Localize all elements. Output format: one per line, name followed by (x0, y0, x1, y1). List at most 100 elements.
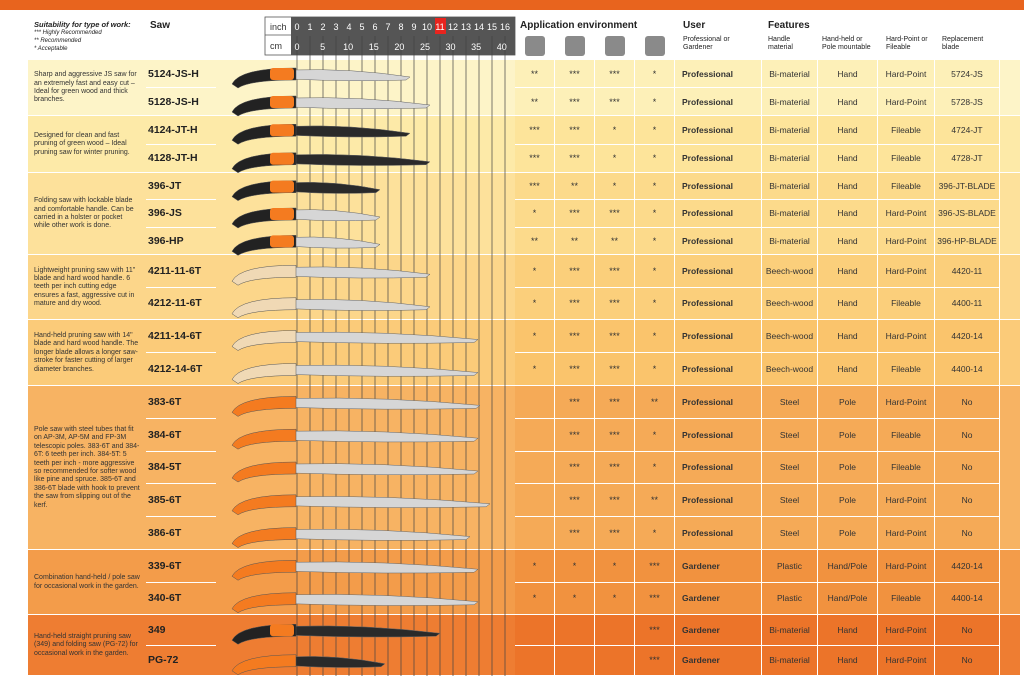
legend-item: ** Recommended (34, 38, 82, 44)
rating: * (515, 353, 555, 386)
user-cell: Professional (675, 88, 762, 116)
rating: * (555, 550, 595, 583)
rating: *** (555, 60, 595, 88)
saw-name: 396-JT (146, 173, 216, 201)
user-cell: Professional (675, 418, 762, 452)
user-cell: Gardener (675, 615, 762, 646)
point-cell: Fileable (878, 287, 935, 320)
user-cell: Professional (675, 116, 762, 145)
blade-cell: 4400-11 (935, 287, 1000, 320)
user-cell: Professional (675, 484, 762, 518)
cm-tick: 5 (320, 42, 325, 52)
saw-handle (231, 396, 297, 417)
handle-cell: Bi-material (762, 144, 818, 173)
handle-cell: Steel (762, 517, 818, 550)
top-bar (0, 0, 1024, 10)
user-cell: Professional (675, 287, 762, 320)
rating: *** (555, 386, 595, 419)
inch-tick: 11 (435, 22, 444, 32)
saw-handle (231, 654, 297, 676)
rating: * (635, 451, 675, 485)
rating: *** (555, 517, 595, 550)
point-cell: Fileable (878, 116, 935, 145)
point-cell: Fileable (878, 173, 935, 201)
user-cell: Professional (675, 227, 762, 255)
user-cell: Professional (675, 320, 762, 353)
point-cell: Hard-Point (878, 386, 935, 419)
rating: * (635, 200, 675, 228)
mount-cell: Hand (818, 615, 878, 646)
saw-blade (291, 528, 471, 541)
cm-tick: 15 (369, 42, 379, 52)
rating: * (595, 550, 635, 583)
inch-tick: 2 (320, 22, 325, 32)
saw-blade (291, 236, 381, 249)
rating (515, 517, 555, 550)
saw-name: 386-6T (146, 517, 216, 550)
point-cell: Hard-Point (878, 88, 935, 116)
saw-grip (270, 96, 294, 108)
rating: *** (595, 353, 635, 386)
rating: *** (595, 451, 635, 485)
group-description: Folding saw with lockable blade and comf… (34, 197, 134, 230)
handle-header: Handle material (768, 36, 793, 52)
cm-label: cm (270, 41, 282, 51)
saw-name: 340-6T (146, 583, 216, 615)
cm-tick: 10 (343, 42, 353, 52)
inch-tick: 14 (474, 22, 484, 32)
inch-tick: 15 (487, 22, 497, 32)
point-cell: Hard-Point (878, 550, 935, 583)
inch-tick: 1 (307, 22, 312, 32)
rating (555, 615, 595, 646)
blade-cell: 396-HP-BLADE (935, 227, 1000, 255)
blade-cell: 396-JT-BLADE (935, 173, 1000, 201)
rating (515, 386, 555, 419)
rating: *** (595, 255, 635, 288)
user-cell: Professional (675, 517, 762, 550)
saw-blade (291, 656, 386, 668)
mount-cell: Hand/Pole (818, 550, 878, 583)
cm-tick: 35 (471, 42, 481, 52)
rating (515, 484, 555, 518)
rating: *** (515, 144, 555, 173)
rating: * (595, 173, 635, 201)
handle-cell: Plastic (762, 550, 818, 583)
rating: *** (555, 484, 595, 518)
features-header: Features (768, 20, 810, 31)
mount-cell: Hand (818, 227, 878, 255)
handle-cell: Bi-material (762, 60, 818, 88)
saw-grip (270, 124, 294, 137)
user-cell: Gardener (675, 582, 762, 615)
rating: *** (555, 200, 595, 228)
saw-blade (291, 266, 431, 279)
rating: * (635, 287, 675, 320)
saw-grip (270, 68, 294, 80)
point-cell: Hard-Point (878, 60, 935, 88)
user-cell: Professional (675, 451, 762, 485)
rating: * (635, 173, 675, 201)
saw-blade (291, 209, 381, 222)
mount-cell: Pole (818, 484, 878, 518)
inch-highlight (435, 18, 446, 34)
rating: *** (555, 418, 595, 452)
saw-name: 396-HP (146, 228, 216, 255)
saw-handle (231, 527, 297, 548)
point-cell: Fileable (878, 144, 935, 173)
handle-cell: Bi-material (762, 645, 818, 676)
rating: *** (595, 200, 635, 228)
saw-name: 4211-14-6T (146, 320, 216, 353)
legend-title: Suitability for type of work: (34, 20, 131, 29)
user-cell: Professional (675, 200, 762, 228)
saw-name: 4212-14-6T (146, 353, 216, 386)
group-description: Hand-held straight pruning saw (349) and… (34, 632, 138, 657)
saw-blade (291, 299, 431, 311)
rating: * (635, 227, 675, 255)
rating (595, 615, 635, 646)
blade-cell: 5728-JS (935, 88, 1000, 116)
environment-icon (565, 36, 585, 56)
handle-cell: Steel (762, 451, 818, 485)
user-subheader: Professional or Gardener (683, 36, 730, 52)
user-cell: Professional (675, 60, 762, 88)
point-cell: Hard-Point (878, 227, 935, 255)
